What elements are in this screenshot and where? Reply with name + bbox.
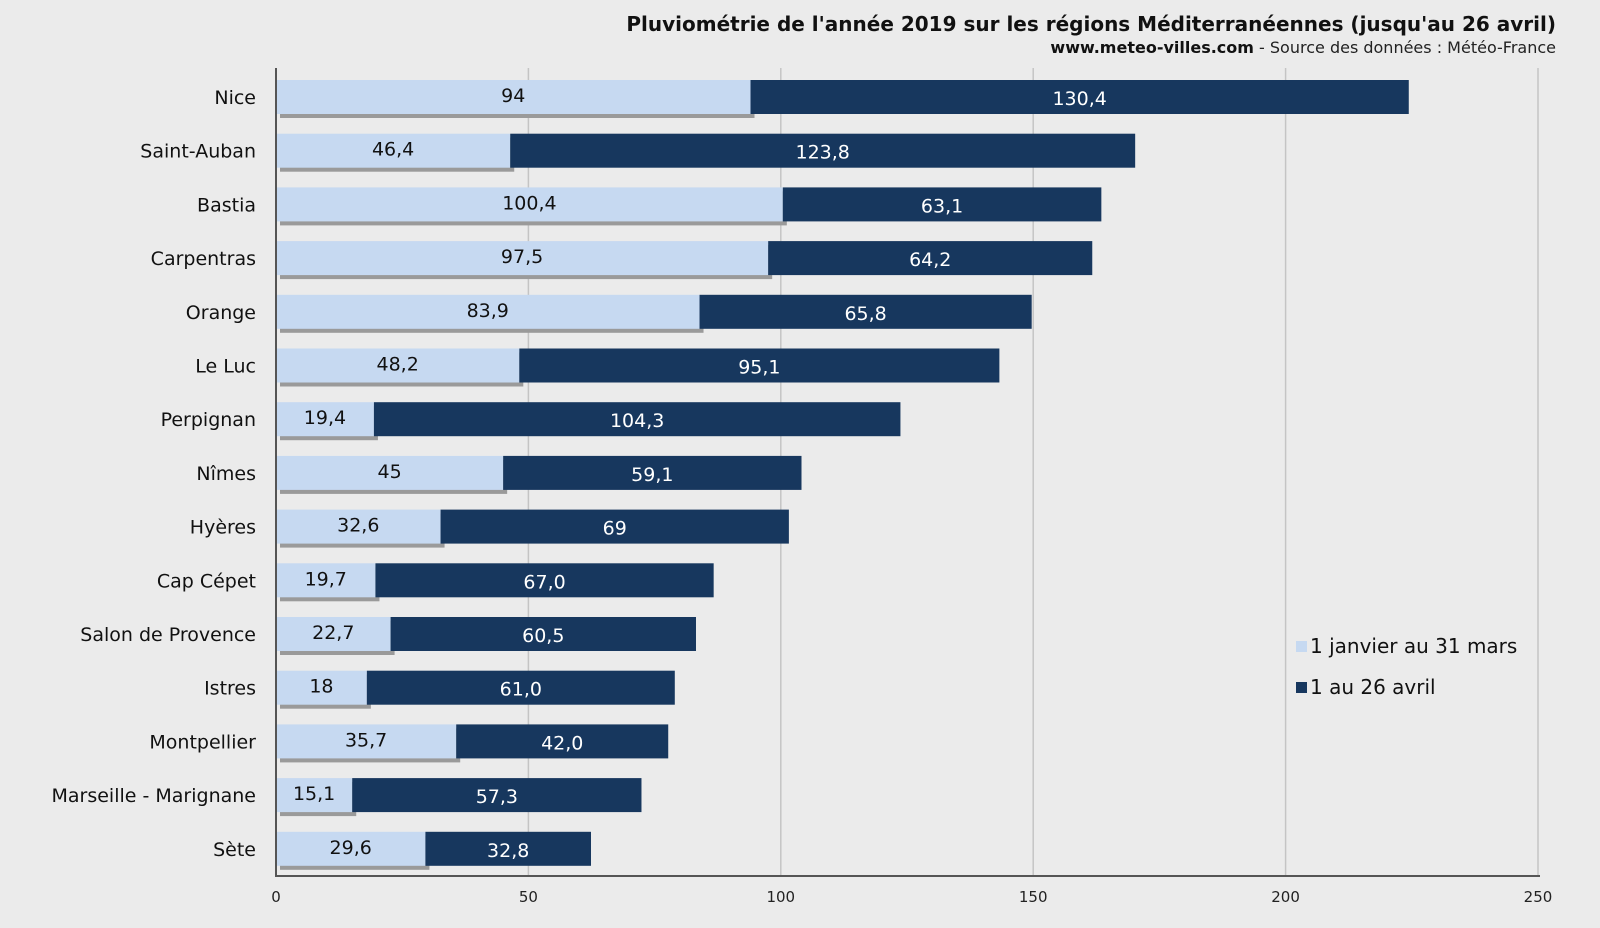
bar-april [782, 187, 1102, 222]
data-label-q1: 35,7 [345, 729, 387, 751]
bar-april [440, 509, 789, 544]
bar-q1 [277, 348, 520, 383]
legend-label-april: 1 au 26 avril [1310, 675, 1436, 699]
data-label-april: 57,3 [476, 786, 518, 808]
category-label: Perpignan [161, 409, 256, 431]
bar-q1 [277, 294, 700, 329]
data-label-april: 60,5 [522, 625, 564, 647]
category-label: Cap Cépet [157, 570, 256, 592]
category-label: Saint-Auban [140, 141, 256, 163]
data-label-april: 69 [603, 518, 627, 540]
data-label-april: 64,2 [909, 249, 951, 271]
bar-q1 [277, 617, 391, 651]
category-label: Orange [186, 302, 256, 324]
x-tick-label: 50 [519, 888, 538, 906]
bar-april [366, 670, 675, 705]
category-label: Istres [204, 678, 256, 700]
bar-april [456, 724, 669, 759]
data-label-april: 61,0 [500, 679, 542, 701]
x-tick-label: 150 [1019, 888, 1048, 906]
data-label-april: 104,3 [610, 410, 664, 432]
bar-april [519, 348, 1000, 383]
bar-q1 [277, 402, 374, 437]
category-label: Salon de Provence [80, 624, 256, 646]
data-label-april: 63,1 [921, 195, 963, 217]
bar-q1 [277, 187, 783, 222]
data-label-q1: 97,5 [501, 246, 543, 268]
x-tick-label: 0 [271, 888, 281, 906]
bar-april [425, 831, 591, 866]
category-label: Marseille - Marignane [51, 785, 256, 807]
bar-april [510, 133, 1136, 168]
bar-q1 [277, 80, 751, 114]
data-label-q1: 83,9 [467, 300, 509, 322]
category-label: Bastia [197, 194, 256, 216]
data-label-q1: 48,2 [377, 354, 419, 376]
category-label: Nîmes [196, 463, 256, 485]
category-label: Carpentras [151, 248, 256, 270]
data-label-april: 32,8 [487, 840, 529, 862]
site-name: www.meteo-villes.com [1050, 38, 1254, 57]
x-tick-label: 200 [1271, 888, 1300, 906]
data-label-q1: 29,6 [330, 837, 372, 859]
data-label-april: 59,1 [631, 464, 673, 486]
bar-april [768, 241, 1093, 276]
data-label-april: 42,0 [541, 732, 583, 754]
bar-april [750, 80, 1409, 114]
data-label-april: 130,4 [1052, 88, 1106, 110]
data-label-q1: 32,6 [337, 515, 379, 537]
bar-q1 [277, 133, 511, 168]
category-label: Le Luc [195, 356, 256, 378]
legend-swatch-q1 [1296, 641, 1307, 652]
data-label-q1: 19,7 [305, 568, 347, 590]
bar-q1 [277, 670, 367, 705]
data-label-q1: 45 [377, 461, 401, 483]
bar-q1 [277, 563, 376, 598]
data-label-q1: 100,4 [502, 192, 556, 214]
legend-swatch-april [1296, 682, 1307, 693]
chart-subtitle: www.meteo-villes.com - Source des donnée… [1050, 38, 1556, 57]
x-tick-label: 250 [1524, 888, 1553, 906]
bar-april [390, 617, 696, 651]
data-label-april: 67,0 [523, 571, 565, 593]
data-label-april: 123,8 [795, 142, 849, 164]
category-label: Montpellier [149, 731, 256, 753]
category-label: Hyères [190, 517, 256, 539]
category-label: Sète [213, 839, 256, 861]
legend-item-april: 1 au 26 avril [1296, 675, 1436, 699]
bar-april [699, 294, 1032, 329]
chart-title: Pluviométrie de l'année 2019 sur les rég… [626, 12, 1556, 36]
bar-q1 [277, 778, 353, 813]
bar-april [352, 778, 642, 813]
category-label: Nice [214, 87, 256, 109]
data-label-april: 95,1 [738, 357, 780, 379]
bar-april [375, 563, 714, 598]
bar-q1 [277, 724, 457, 759]
source-text: - Source des données : Météo-France [1253, 38, 1556, 57]
x-tick-label: 100 [766, 888, 795, 906]
data-label-q1: 46,4 [372, 139, 414, 161]
data-label-q1: 15,1 [293, 783, 335, 805]
data-label-q1: 22,7 [312, 622, 354, 644]
data-label-q1: 18 [309, 676, 333, 698]
bar-q1 [277, 509, 441, 544]
bar-april [373, 402, 901, 437]
bar-q1 [277, 455, 504, 490]
data-label-q1: 19,4 [304, 407, 346, 429]
bar-april [503, 455, 802, 490]
legend-item-q1: 1 janvier au 31 mars [1296, 634, 1517, 658]
bar-q1 [277, 241, 769, 276]
data-label-q1: 94 [501, 85, 525, 107]
data-label-april: 65,8 [844, 303, 886, 325]
bar-q1 [277, 831, 426, 866]
legend-label-q1: 1 janvier au 31 mars [1310, 634, 1518, 658]
